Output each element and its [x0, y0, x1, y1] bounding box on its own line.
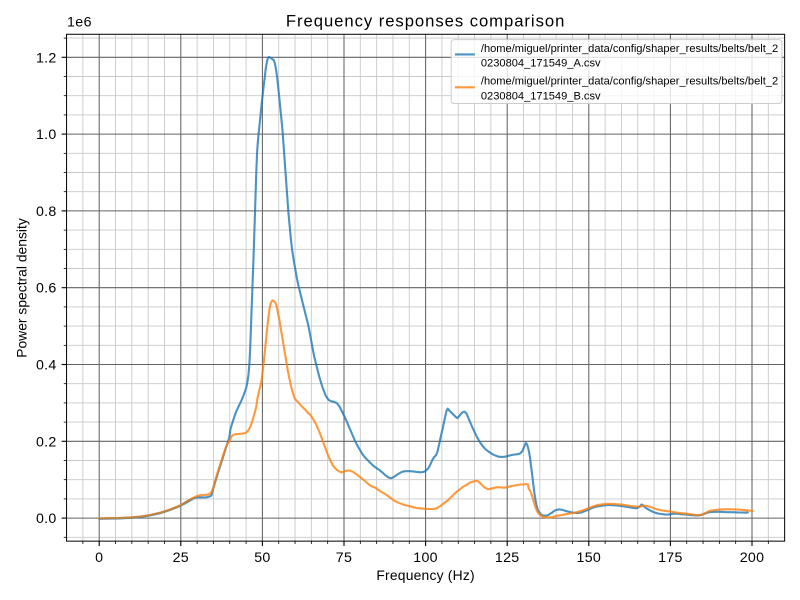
- svg-text:0230804_171549_B.csv: 0230804_171549_B.csv: [481, 90, 601, 102]
- svg-text:150: 150: [577, 550, 602, 566]
- svg-text:0.4: 0.4: [36, 357, 57, 373]
- svg-text:1.0: 1.0: [36, 127, 57, 143]
- svg-text:/home/miguel/printer_data/conf: /home/miguel/printer_data/config/shaper_…: [481, 76, 778, 88]
- svg-text:75: 75: [336, 550, 352, 566]
- svg-text:0: 0: [95, 550, 103, 566]
- svg-text:125: 125: [495, 550, 520, 566]
- svg-text:25: 25: [173, 550, 189, 566]
- svg-text:175: 175: [658, 550, 683, 566]
- svg-text:0.6: 0.6: [36, 281, 57, 297]
- svg-text:0230804_171549_A.csv: 0230804_171549_A.csv: [481, 57, 601, 69]
- svg-text:200: 200: [740, 550, 765, 566]
- svg-text:Frequency responses comparison: Frequency responses comparison: [286, 12, 565, 31]
- svg-text:0.8: 0.8: [36, 204, 57, 220]
- svg-text:0.2: 0.2: [36, 434, 57, 450]
- svg-text:1.2: 1.2: [36, 50, 57, 66]
- svg-text:Power spectral density: Power spectral density: [14, 218, 30, 358]
- svg-text:/home/miguel/printer_data/conf: /home/miguel/printer_data/config/shaper_…: [481, 43, 778, 55]
- svg-text:1e6: 1e6: [67, 14, 92, 30]
- svg-text:0.0: 0.0: [36, 511, 57, 527]
- svg-text:50: 50: [254, 550, 270, 566]
- svg-text:100: 100: [413, 550, 438, 566]
- svg-text:Frequency (Hz): Frequency (Hz): [376, 567, 474, 583]
